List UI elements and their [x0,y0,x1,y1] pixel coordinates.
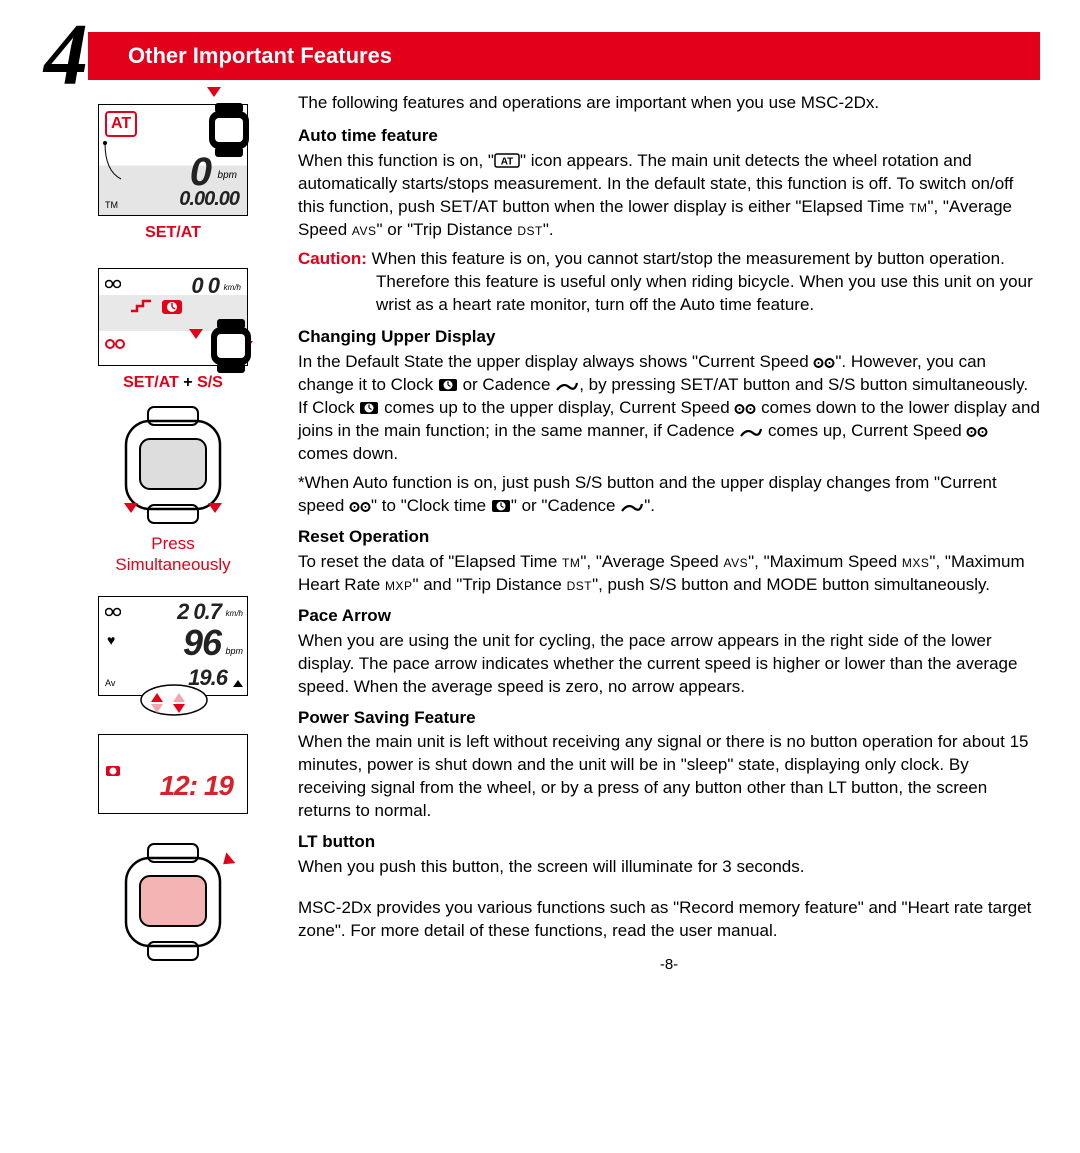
arrow-down-icon [207,87,221,97]
clock-inline-icon [491,499,511,513]
chapter-number: 4 [44,12,88,100]
lcd3-av: Av [105,677,115,689]
heading-upper: Changing Upper Display [298,326,1040,349]
illus-auto-time: AT 0 bpm TM 0.00.00 [98,104,248,216]
illus-sleep: 12: 19 [98,734,248,814]
caution-text: Caution: When this feature is on, you ca… [298,248,1040,317]
upper-note: *When Auto function is on, just push S/S… [298,472,1040,518]
outro-text: MSC-2Dx provides you various functions s… [298,897,1040,943]
caption-setat: SET/AT [68,222,278,244]
heading-auto-time: Auto time feature [298,125,1040,148]
heart-icon: ♥ [107,631,115,650]
clock-red-icon [161,299,183,315]
lcd3-bpm: bpm [225,645,243,657]
reset-text: To reset the data of "Elapsed Time TM", … [298,551,1040,597]
heading-reset: Reset Operation [298,526,1040,549]
cadence-inline-icon [555,380,579,392]
mini-watch-icon [205,101,253,159]
intro-text: The following features and operations ar… [298,92,1040,115]
illus-lt [118,842,228,962]
illus-upper-display: 0 0 km/h [98,268,248,366]
lcd2-kmh: km/h [224,283,241,294]
lcd-bpm: bpm [218,169,237,183]
lcd3-kmh: km/h [226,609,243,620]
content-column: The following features and operations ar… [298,92,1040,975]
callout-line [103,141,131,181]
page-number: -8- [298,955,1040,975]
wheels-inline-icon [813,357,835,369]
clock-inline-icon [359,401,379,415]
clock-inline-icon [438,378,458,392]
wheels-inline-icon [966,426,988,438]
auto-time-text: When this function is on, "AT" icon appe… [298,150,1040,242]
lcd-sleep-time: 12: 19 [160,767,233,805]
pace-up-icon [233,680,243,687]
lcd-tm: TM [105,199,118,211]
caption-press-simul: Press Simultaneously [68,533,278,576]
caption-setat-ss: SET/AT + S/S [68,372,278,394]
wheels-red-icon [105,338,125,350]
cadence-inline-icon [739,426,763,438]
power-text: When the main unit is left without recei… [298,731,1040,823]
svg-text:AT: AT [501,156,514,167]
arrow-down-icon [189,329,203,339]
arrow-down-icon [208,503,222,513]
mini-watch-icon [207,317,255,375]
chapter-header: Other Important Features [88,32,1040,80]
clock-small-icon [105,765,121,777]
upper-text: In the Default State the upper display a… [298,351,1040,466]
arrow-down-icon [124,503,138,513]
pace-text: When you are using the unit for cycling,… [298,630,1040,699]
illus-pace: 2 0.7 km/h ♥ 96 bpm Av 19.6 [98,596,248,696]
lt-text: When you push this button, the screen wi… [298,856,1040,879]
wheels-inline-icon [734,403,756,415]
heading-pace: Pace Arrow [298,605,1040,628]
wheels-icon [105,279,121,289]
wheels-icon [105,607,121,617]
illustration-column: AT 0 bpm TM 0.00.00 SET/AT [68,92,278,975]
chapter-title: Other Important Features [88,41,392,71]
lcd-bottom: 0.00.00 [179,186,239,213]
heading-lt: LT button [298,831,1040,854]
illus-reset-watch [118,405,228,525]
heading-power: Power Saving Feature [298,707,1040,730]
at-icon: AT [105,111,137,137]
pace-arrows [151,693,185,713]
wheels-inline-icon [349,501,371,513]
cadence-inline-icon [620,501,644,513]
at-inline-icon: AT [494,153,520,168]
lcd3-mid: 96 [183,619,221,668]
steps-icon [129,299,153,313]
